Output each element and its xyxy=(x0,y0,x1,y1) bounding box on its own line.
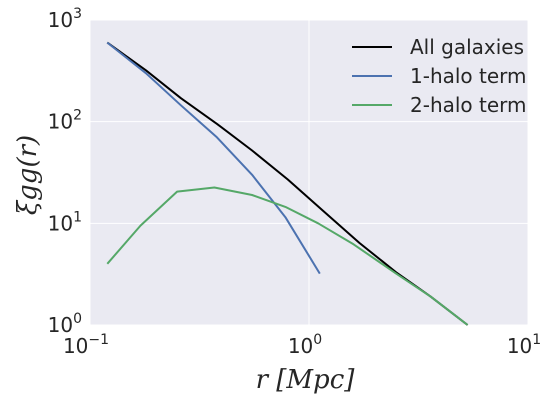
series-line-2 xyxy=(106,41,321,275)
x-axis-label: r [Mpc] xyxy=(256,365,356,395)
series-line-3 xyxy=(106,186,469,326)
series-lines xyxy=(106,41,469,326)
y-axis-label: ξgg(r) xyxy=(13,135,43,215)
x-tick-label: 101 xyxy=(507,332,541,358)
legend-label: All galaxies xyxy=(410,35,524,59)
x-tick-label: 10−1 xyxy=(63,332,109,358)
y-tick-label: 103 xyxy=(48,6,82,32)
y-tick-label: 101 xyxy=(48,209,82,235)
y-tick-label: 102 xyxy=(48,108,82,134)
y-tick-label: 100 xyxy=(48,311,82,337)
legend-label: 1-halo term xyxy=(410,64,527,88)
x-tick-label: 100 xyxy=(288,332,322,358)
y-tick-labels: 100 101 102 103 xyxy=(48,6,82,337)
legend: All galaxies 1-halo term 2-halo term xyxy=(352,35,527,117)
x-tick-labels: 10−1 100 101 xyxy=(63,332,541,358)
legend-label: 2-halo term xyxy=(410,93,527,117)
grid xyxy=(89,19,529,326)
